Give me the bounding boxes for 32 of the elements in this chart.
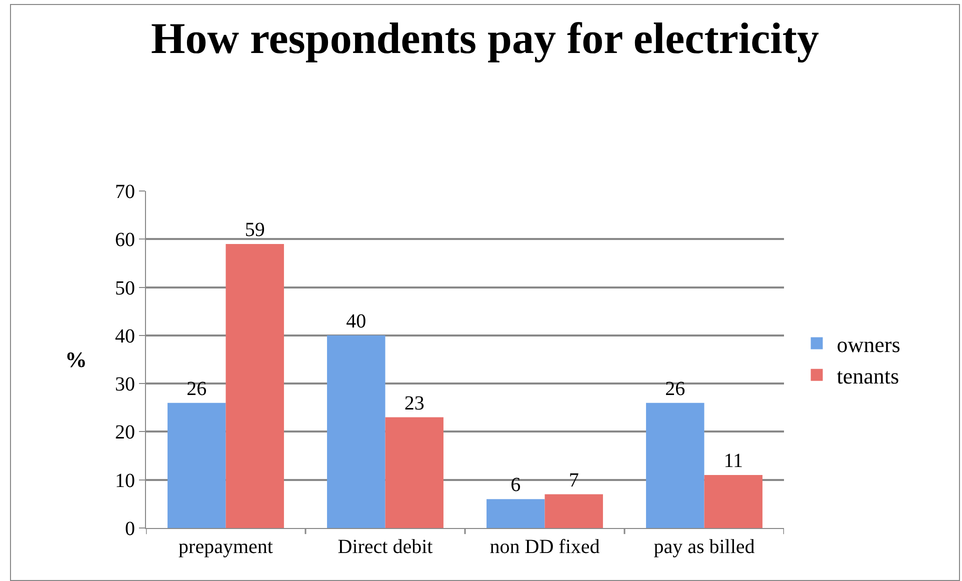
x-tick-label: Direct debit — [338, 536, 434, 558]
chart-title: How respondents pay for electricity — [150, 14, 820, 64]
data-label: 40 — [346, 310, 366, 332]
data-label: 23 — [404, 392, 424, 414]
bar — [544, 494, 603, 528]
bar — [486, 499, 545, 528]
x-tick-label: prepayment — [178, 536, 274, 558]
bar — [704, 475, 762, 528]
data-label: 26 — [665, 378, 686, 400]
data-label: 59 — [244, 218, 265, 241]
data-label: 7 — [568, 469, 579, 492]
y-tick-label: 10 — [115, 470, 135, 492]
data-label: 26 — [186, 378, 207, 400]
y-tick-label: 40 — [115, 325, 135, 348]
y-tick-label: 20 — [115, 422, 135, 444]
bar — [168, 402, 226, 528]
legend-label: tenants — [836, 363, 900, 388]
bar — [226, 244, 284, 528]
y-tick-label: 60 — [115, 229, 135, 252]
data-label: 6 — [510, 474, 521, 496]
y-tick-label: 30 — [115, 374, 135, 396]
y-axis-title: % — [65, 347, 87, 372]
legend-label: owners — [836, 332, 900, 357]
bar — [327, 335, 386, 528]
bar — [646, 402, 704, 528]
y-tick-label: 0 — [125, 518, 135, 540]
bar — [385, 417, 444, 528]
data-label: 11 — [724, 450, 743, 472]
x-tick-label: non DD fixed — [490, 536, 600, 558]
x-tick-label: pay as billed — [654, 536, 755, 558]
y-tick-label: 50 — [115, 277, 135, 300]
y-tick-label: 70 — [115, 181, 135, 203]
